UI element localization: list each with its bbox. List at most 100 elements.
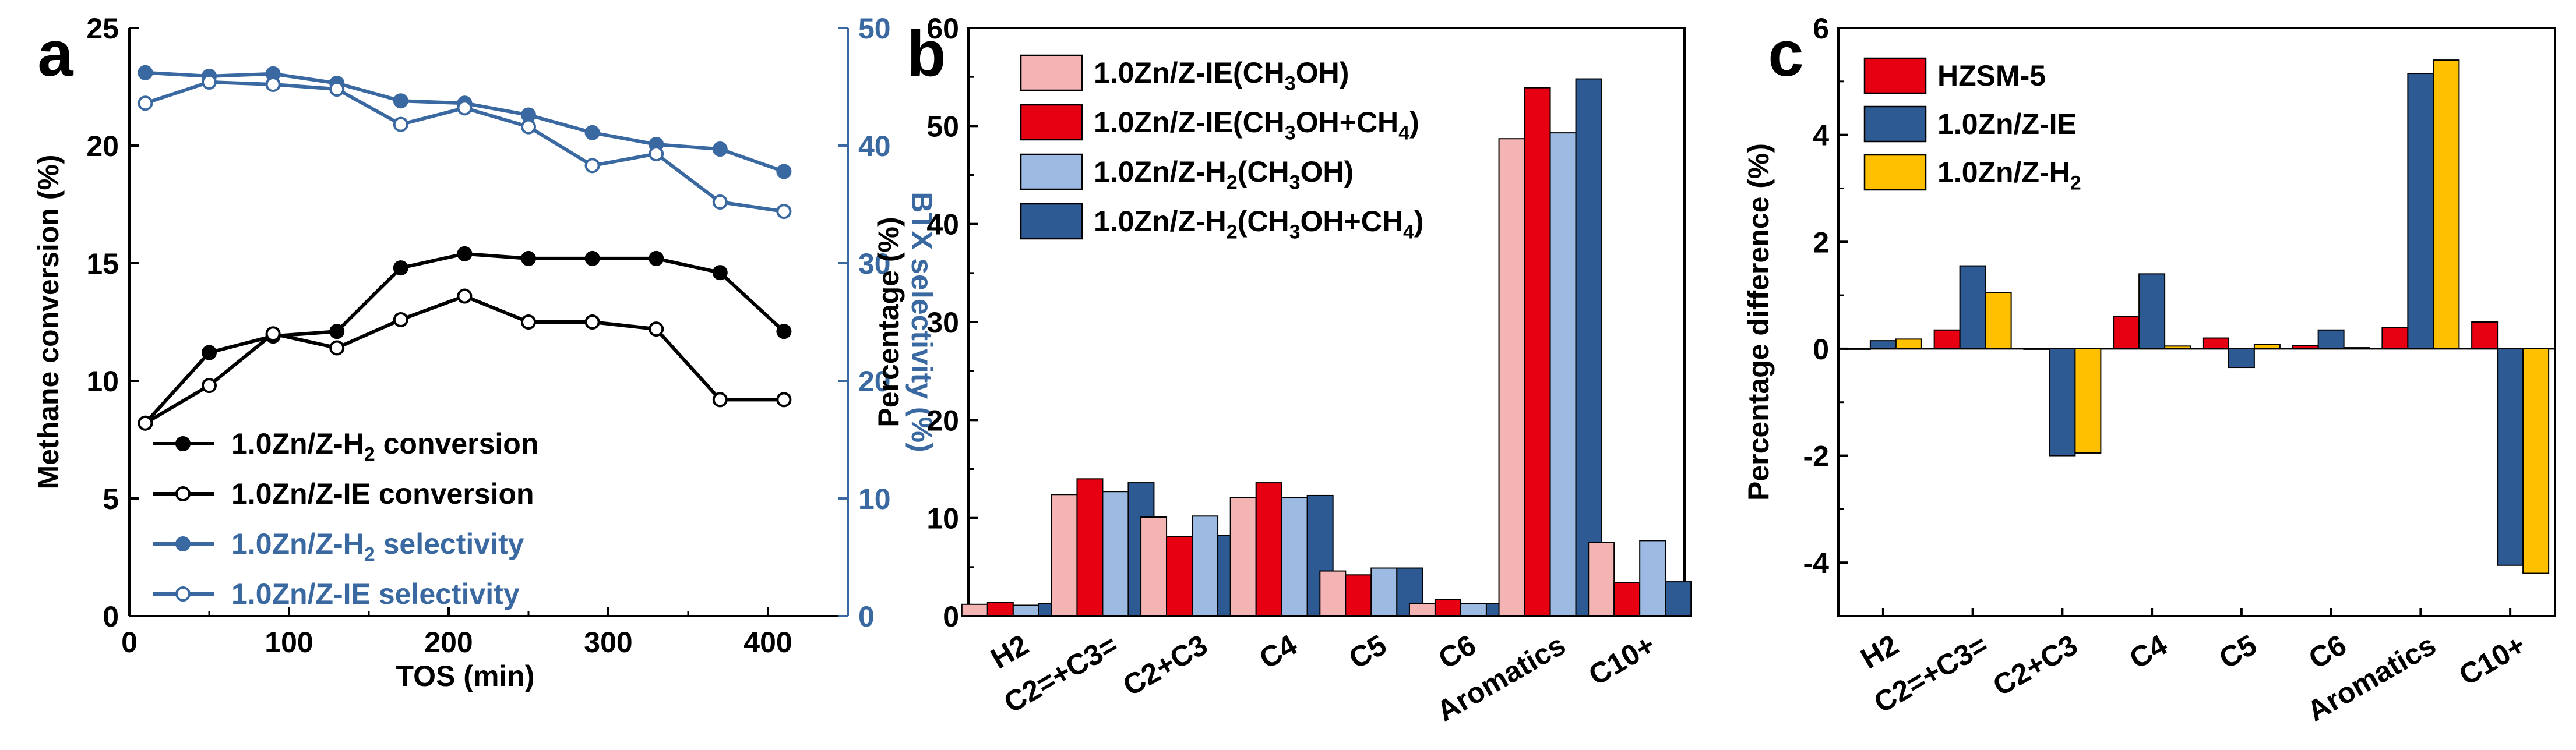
x-tick-label: C2+C3 [1987,628,2083,702]
bar-2 [1985,292,2012,349]
data-point [138,415,153,431]
data-point [712,265,728,281]
data-point [521,250,536,266]
panel-label-a: a [37,18,73,90]
y-tick-label: 60 [926,12,959,45]
bar-0 [1498,138,1525,617]
data-point [393,93,408,109]
legend-marker [175,486,191,501]
bar-1 [1345,574,1372,617]
legend-swatch [1020,104,1083,141]
label-part: ) [1409,106,1419,139]
bar-3 [1665,581,1692,617]
bar-2 [1895,338,1922,349]
legend-swatch [1863,154,1927,191]
subscript: 2 [1227,172,1238,194]
bar-1 [1524,87,1551,617]
data-point [202,74,217,90]
data-point [202,345,217,360]
label-part: OH) [1301,155,1354,188]
legend-label: 1.0Zn/Z-IE conversion [231,477,534,510]
data-point [521,314,536,330]
data-point [776,164,792,179]
label-part: ) [1414,205,1424,238]
bar-1 [2497,348,2524,566]
x-tick-label: C6 [2303,628,2352,675]
label-part: 1.0Zn/Z-IE(CH [1094,106,1285,139]
label-part: (CH [1238,155,1289,188]
bar-0 [1140,516,1168,617]
panel-label: b [907,18,946,90]
x-tick-label: C5 [1343,628,1391,675]
bar-1 [986,602,1014,617]
label-part: 1.0Zn/Z-IE [231,578,371,610]
label-part: 1.0Zn/Z-H [231,528,364,560]
x-tick-label: C10+ [1583,628,1661,692]
y-tick-label: 0 [1813,333,1829,366]
bar-0 [2292,345,2319,349]
bar-1 [1869,340,1897,349]
bar-2 [2343,347,2370,349]
data-point [521,119,536,135]
y2-tick-label: 20 [858,365,891,398]
x-tick-label: H2 [1855,628,1904,675]
legend-marker [175,536,191,551]
legend-label: 1.0Zn/Z-H2 selectivity [231,528,524,566]
legend-label: 1.0Zn/Z-H2 [1937,156,2081,194]
bar-0 [1051,494,1078,617]
data-point [393,312,408,327]
data-point [329,82,345,97]
y2-tick-label: 40 [858,130,891,162]
bar-2 [1102,491,1129,617]
y-axis-title: Methane conversion (%) [32,154,65,489]
y-axis-title: Percentage difference (%) [1742,143,1775,501]
subscript: 2 [2070,172,2081,194]
data-point [584,158,600,174]
x-tick-label: C4 [2124,628,2173,675]
legend-marker [175,586,191,602]
x-tick-label: 200 [424,626,473,659]
subscript: 3 [1285,73,1296,95]
bar-1 [1613,582,1641,617]
y-tick-label: 25 [86,12,119,45]
legend-label: 1.0Zn/Z-H2(CH3OH+CH4) [1094,205,1424,243]
y-tick-label: 5 [103,483,119,515]
data-point [776,324,792,339]
bar-0 [2471,321,2499,349]
bar-0 [2113,316,2140,349]
legend-label: 1.0Zn/Z-H2 conversion [231,427,538,466]
series-line-2 [145,70,785,174]
subscript: 3 [1289,221,1301,243]
bar-2 [2522,348,2550,574]
bar-2 [1549,132,1577,617]
series-line-0 [144,252,785,424]
subscript: 3 [1289,172,1301,194]
subscript: 2 [364,444,375,466]
subscript: 4 [1398,122,1409,144]
legend-marker [175,436,191,451]
subscript: 2 [364,544,375,566]
data-point [138,65,153,80]
bar-1 [2138,273,2166,349]
legend-label: 1.0Zn/Z-IE selectivity [231,578,520,610]
y-tick-label: 50 [926,110,959,143]
label-part: OH+CH [1296,106,1398,139]
bar-2 [2164,345,2191,349]
bar-2 [2433,59,2460,349]
bar-1 [1255,482,1282,617]
data-point [138,95,153,111]
data-point [712,194,728,210]
x-tick-label: C10+ [2454,628,2531,692]
x-tick-label: C4 [1254,628,1303,675]
series-line-1 [144,294,784,425]
bar-0 [1319,570,1347,617]
label-part: HZSM-5 [1937,59,2046,92]
bar-1 [2049,348,2076,457]
legend-label: HZSM-5 [1937,59,2046,92]
bar-2 [1012,604,1039,617]
data-point [649,146,664,162]
plot-frame [1837,27,2556,617]
x-tick-label: H2 [985,628,1034,675]
